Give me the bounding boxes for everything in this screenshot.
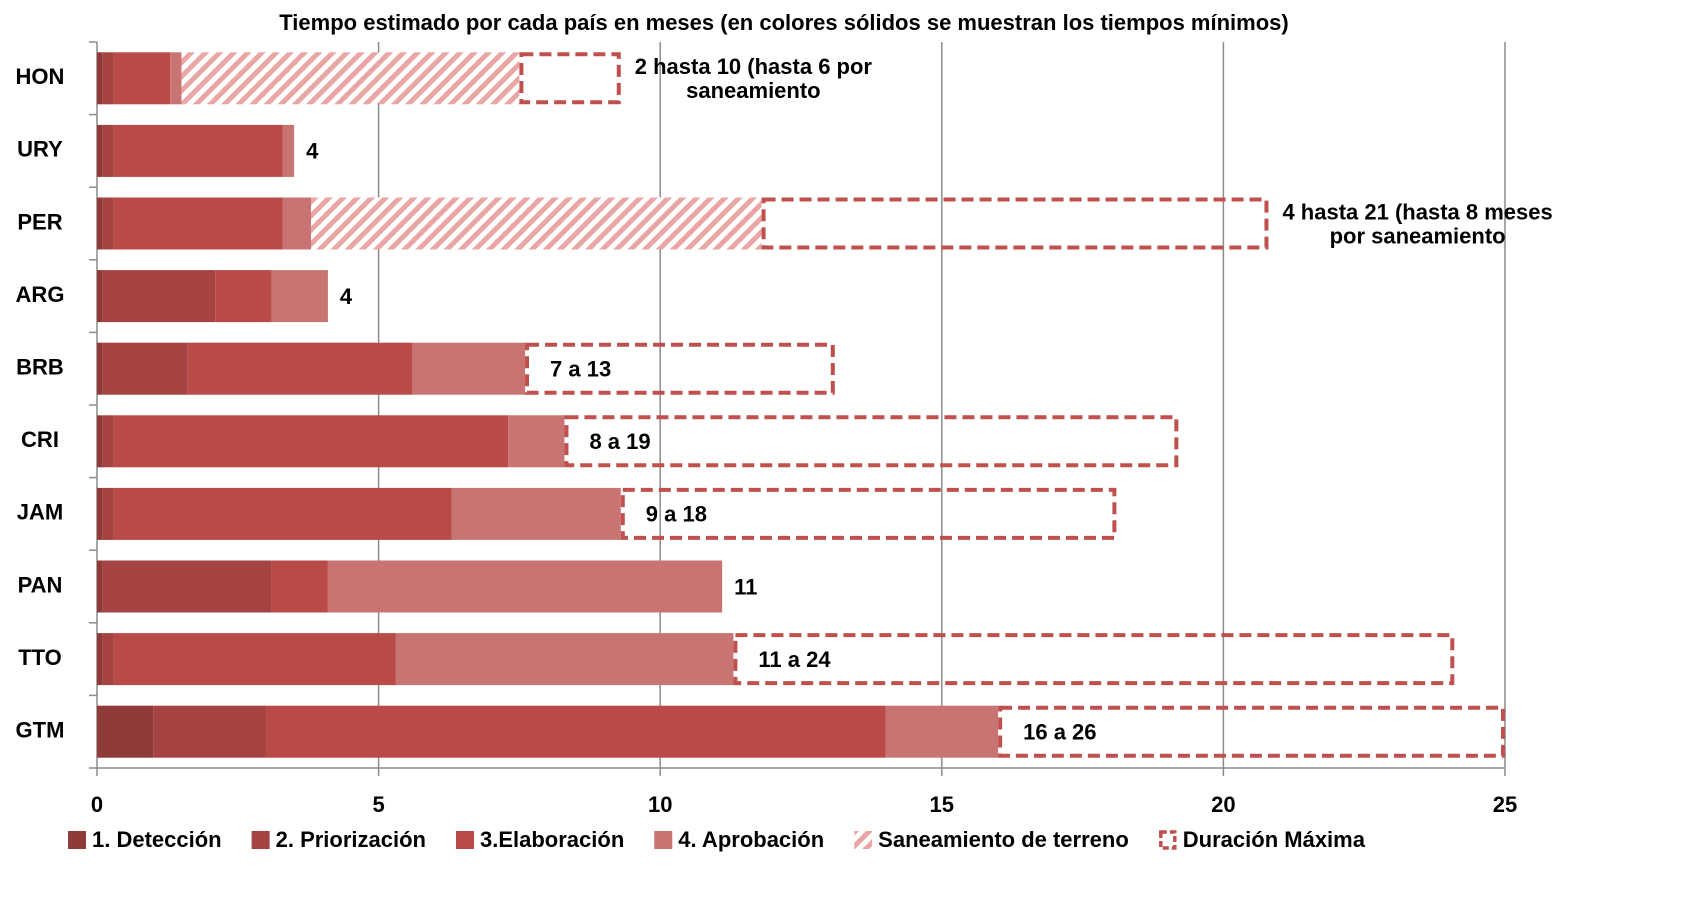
bar-label: 11 — [734, 574, 757, 599]
chart-title: Tiempo estimado por cada país en meses (… — [279, 10, 1288, 35]
bar-segment — [102, 415, 114, 468]
bar-segment — [311, 197, 762, 250]
bar-segment — [451, 487, 621, 540]
bar-label: saneamiento — [686, 78, 821, 103]
max-duration-box — [998, 705, 1505, 758]
bar-label: por saneamiento — [1330, 223, 1506, 248]
bar-segment — [97, 560, 103, 613]
bar-segment — [215, 270, 272, 323]
bar-segment — [271, 560, 328, 613]
bar-segment — [102, 487, 114, 540]
bar-segment — [102, 560, 272, 613]
bar-segment — [97, 633, 103, 686]
bar-segment — [113, 487, 452, 540]
max-duration-box — [733, 633, 1455, 686]
bar-segment — [97, 342, 103, 395]
legend-label: 3.Elaboración — [480, 827, 624, 852]
legend-label: Duración Máxima — [1183, 827, 1366, 852]
bar-segment — [271, 270, 328, 323]
bar-segment — [102, 633, 114, 686]
x-tick-label: 0 — [91, 792, 103, 817]
y-tick-label: GTM — [16, 718, 65, 743]
bar-segment — [282, 124, 295, 177]
x-tick-label: 20 — [1211, 792, 1235, 817]
bar-label: 4 hasta 21 (hasta 8 meses — [1282, 199, 1552, 224]
bar-segment — [102, 52, 114, 105]
bar-segment — [102, 342, 188, 395]
x-tick-label: 5 — [372, 792, 384, 817]
x-tick-label: 25 — [1493, 792, 1517, 817]
y-tick-label: ARG — [16, 282, 65, 307]
legend-swatch — [854, 831, 873, 849]
plot-area — [97, 52, 1505, 758]
bar-segment — [97, 487, 103, 540]
bar-segment — [102, 124, 114, 177]
y-tick-label: CRI — [21, 427, 59, 452]
y-tick-label: JAM — [17, 500, 63, 525]
bar-segment — [113, 633, 396, 686]
legend-swatch — [456, 831, 474, 849]
legend-swatch — [1159, 830, 1177, 850]
bar-segment — [113, 415, 509, 468]
bar-segment — [170, 52, 182, 105]
bar-segment — [113, 52, 171, 105]
y-tick-label: HON — [16, 64, 65, 89]
bar-segment — [102, 197, 114, 250]
legend-swatch — [251, 831, 270, 849]
bar-segment — [327, 560, 723, 613]
bar-segment — [395, 633, 734, 686]
bar-label: 8 a 19 — [589, 429, 650, 454]
bar-segment — [282, 197, 312, 250]
bar-segment — [181, 52, 520, 105]
bar-label: 7 a 13 — [550, 357, 611, 382]
bar-segment — [508, 415, 565, 468]
bar-segment — [97, 52, 103, 105]
bar-label: 16 a 26 — [1023, 720, 1096, 745]
bar-label: 2 hasta 10 (hasta 6 por — [635, 54, 873, 79]
bar-segment — [153, 705, 266, 758]
legend-label: 1. Detección — [92, 827, 222, 852]
max-duration-box — [525, 342, 835, 395]
bar-segment — [97, 197, 103, 250]
y-tick-label: PER — [17, 209, 62, 234]
bar-segment — [97, 270, 103, 323]
bar-segment — [97, 705, 154, 758]
bar-label: 9 a 18 — [646, 502, 707, 527]
y-tick-label: PAN — [18, 572, 63, 597]
bar-segment — [113, 124, 283, 177]
bar-label: 11 a 24 — [758, 647, 831, 672]
bar-segment — [412, 342, 526, 395]
max-duration-box — [519, 52, 621, 105]
bar-segment — [102, 270, 216, 323]
x-tick-label: 15 — [930, 792, 954, 817]
bar-label: 4 — [306, 139, 319, 164]
max-duration-box — [564, 415, 1179, 468]
y-tick-label: URY — [17, 137, 63, 162]
bar-label: 4 — [340, 284, 353, 309]
max-duration-box — [620, 487, 1117, 540]
bar-segment — [97, 124, 103, 177]
bar-segment — [113, 197, 283, 250]
legend-swatch — [68, 831, 86, 849]
bar-segment — [885, 705, 999, 758]
legend-label: 4. Aprobación — [678, 827, 824, 852]
bar-segment — [97, 415, 103, 468]
y-tick-label: BRB — [16, 355, 64, 380]
legend-label: 2. Priorización — [276, 827, 426, 852]
legend-swatch — [654, 831, 673, 849]
bar-segment — [265, 705, 886, 758]
legend-label: Saneamiento de terreno — [878, 827, 1129, 852]
bar-segment — [187, 342, 413, 395]
x-tick-label: 10 — [648, 792, 672, 817]
y-tick-label: TTO — [18, 645, 62, 670]
max-duration-box — [761, 197, 1269, 250]
